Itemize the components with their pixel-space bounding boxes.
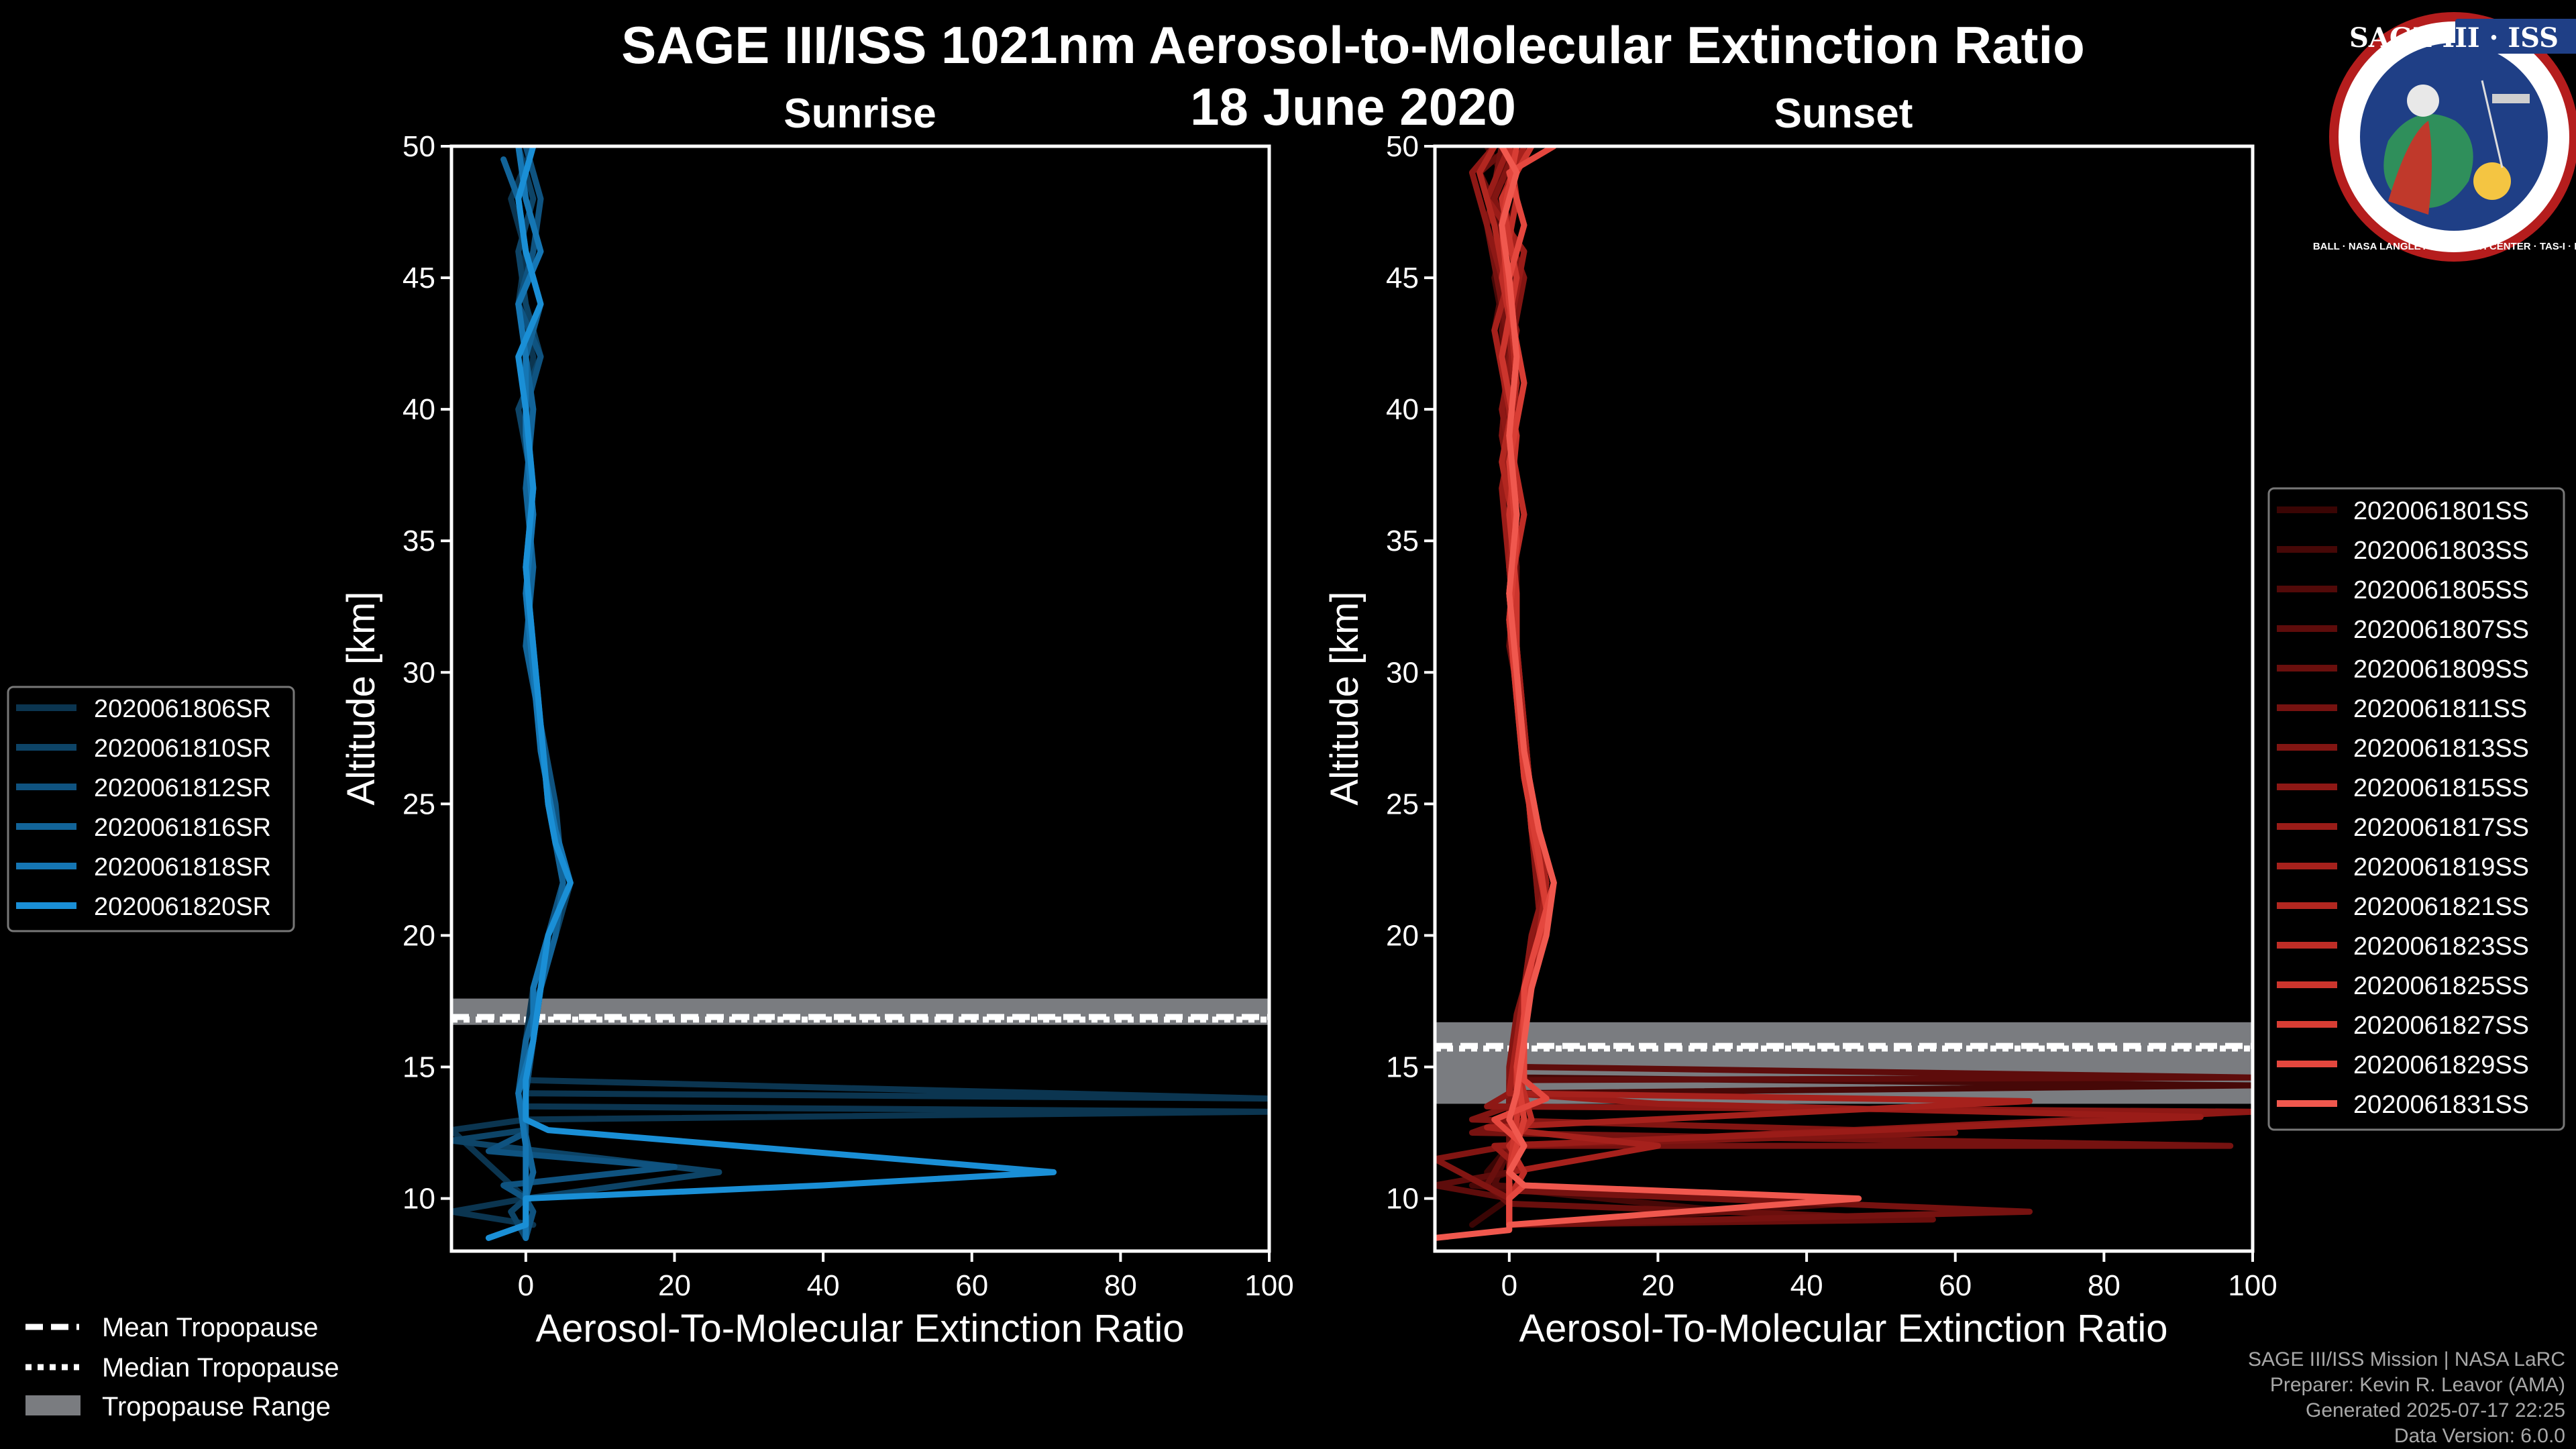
series-line-2020061820SR bbox=[485, 146, 1057, 1241]
sunrise-y-tick-label: 35 bbox=[402, 525, 435, 557]
footer-credits: SAGE III/ISS Mission | NASA LaRC Prepare… bbox=[2248, 1348, 2565, 1447]
sunset-legend-box bbox=[2267, 487, 2565, 1131]
legend-label-2020061803SS: 2020061803SS bbox=[2353, 537, 2529, 565]
median-tropopause-label: Median Tropopause bbox=[102, 1353, 339, 1383]
sunset-series-lines bbox=[1435, 146, 2253, 1241]
legend-label-2020061827SS: 2020061827SS bbox=[2353, 1012, 2529, 1040]
sunrise-panel-title: Sunrise bbox=[784, 91, 936, 137]
sunrise-tropopause-layer bbox=[451, 998, 1269, 1025]
legend-label-2020061810SR: 2020061810SR bbox=[94, 735, 271, 763]
legend-label-2020061831SS: 2020061831SS bbox=[2353, 1091, 2529, 1119]
legend-label-2020061801SS: 2020061801SS bbox=[2353, 497, 2529, 525]
sunrise-x-tick-label: 0 bbox=[518, 1269, 534, 1302]
legend-label-2020061816SR: 2020061816SR bbox=[94, 814, 271, 842]
legend-label-2020061813SS: 2020061813SS bbox=[2353, 735, 2529, 763]
sunset-x-tick-label: 0 bbox=[1501, 1269, 1517, 1302]
legend-label-2020061807SS: 2020061807SS bbox=[2353, 616, 2529, 644]
sunset-x-tick-label: 60 bbox=[1939, 1269, 1972, 1302]
wizard-figure-icon bbox=[2388, 121, 2432, 215]
sunrise-y-tick-label: 10 bbox=[402, 1183, 435, 1216]
sun-icon bbox=[2473, 162, 2511, 200]
sunrise-y-axis-label: Altitude [km] bbox=[339, 591, 383, 805]
logo-title: SAGE III · ISS bbox=[2349, 22, 2559, 54]
sunrise-plot-frame bbox=[449, 144, 1271, 1253]
legend-label-2020061809SS: 2020061809SS bbox=[2353, 655, 2529, 684]
footer-data-version: Data Version: 6.0.0 bbox=[2394, 1425, 2565, 1447]
legend-label-2020061811SS: 2020061811SS bbox=[2353, 695, 2527, 723]
sunset-y-tick-label: 15 bbox=[1386, 1051, 1419, 1084]
sunrise-x-tick-label: 40 bbox=[807, 1269, 840, 1302]
sunrise-legend-box bbox=[7, 686, 295, 932]
sunset-y-tick-label: 20 bbox=[1386, 919, 1419, 952]
legend-label-2020061829SS: 2020061829SS bbox=[2353, 1051, 2529, 1079]
legend-label-2020061820SR: 2020061820SR bbox=[94, 893, 271, 921]
legend-label-2020061815SS: 2020061815SS bbox=[2353, 774, 2529, 802]
sunrise-x-tick-label: 100 bbox=[1244, 1269, 1293, 1302]
sunset-panel: 0 20 40 60 80 100 10 15 20 25 30 35 40 45 50 Aerosol-T… bbox=[1323, 130, 2277, 1350]
tropopause-legend: Mean Tropopause Median Tropopause Tropop… bbox=[25, 1313, 339, 1421]
sunrise-x-tick-label: 20 bbox=[658, 1269, 691, 1302]
sunset-y-tick-label: 35 bbox=[1386, 525, 1419, 557]
sunrise-y-tick-label: 45 bbox=[402, 262, 435, 294]
sunrise-y-tick-label: 30 bbox=[402, 656, 435, 689]
footer-generated: Generated 2025-07-17 22:25 bbox=[2306, 1399, 2565, 1421]
sunrise-panel: 0 20 40 60 80 100 10 15 20 25 30 35 40 45 50 Aerosol-T… bbox=[339, 130, 1294, 1350]
tropopause-range-swatch bbox=[25, 1395, 80, 1415]
iss-station-icon bbox=[2492, 94, 2530, 103]
sunset-y-tick-label: 45 bbox=[1386, 262, 1419, 294]
sunset-y-tick-label: 30 bbox=[1386, 656, 1419, 689]
sage-iss-mission-logo: SAGE III · ISS BALL · NASA LANGLEY RESEA… bbox=[2313, 12, 2576, 262]
sunset-x-axis-label: Aerosol-To-Molecular Extinction Ratio bbox=[1519, 1307, 2167, 1350]
sunrise-y-tick-label: 20 bbox=[402, 919, 435, 952]
tropopause-range-label: Tropopause Range bbox=[102, 1392, 331, 1421]
legend-label-2020061817SS: 2020061817SS bbox=[2353, 814, 2529, 842]
sunrise-x-tick-label: 60 bbox=[955, 1269, 988, 1302]
series-line-2020061831SS bbox=[1435, 146, 1862, 1241]
legend-label-2020061818SR: 2020061818SR bbox=[94, 853, 271, 881]
sunrise-y-tick-label: 25 bbox=[402, 788, 435, 820]
legend-label-2020061806SR: 2020061806SR bbox=[94, 695, 271, 723]
sunrise-y-tick-label: 40 bbox=[402, 393, 435, 426]
sunset-y-axis-label: Altitude [km] bbox=[1323, 591, 1366, 805]
moon-icon bbox=[2407, 85, 2439, 117]
figure-title: SAGE III/ISS 1021nm Aerosol-to-Molecular… bbox=[621, 15, 2085, 74]
sunset-x-tick-label: 20 bbox=[1642, 1269, 1674, 1302]
sunset-legend: 2020061801SS 2020061803SS 2020061805SS 2020… bbox=[2277, 497, 2529, 1119]
legend-label-2020061825SS: 2020061825SS bbox=[2353, 972, 2529, 1000]
sunset-axis-ticks: 0 20 40 60 80 100 10 15 20 25 30 35 40 45 50 bbox=[1386, 130, 2277, 1302]
footer-preparer: Preparer: Kevin R. Leavor (AMA) bbox=[2270, 1374, 2565, 1396]
figure-subtitle: 18 June 2020 bbox=[1190, 77, 1516, 136]
sunset-y-tick-label: 10 bbox=[1386, 1183, 1419, 1216]
sunset-y-tick-label: 40 bbox=[1386, 393, 1419, 426]
sunset-y-tick-label: 50 bbox=[1386, 130, 1419, 163]
sunrise-x-tick-label: 80 bbox=[1104, 1269, 1137, 1302]
sunset-x-tick-label: 80 bbox=[2088, 1269, 2121, 1302]
sunset-x-tick-label: 40 bbox=[1790, 1269, 1823, 1302]
logo-ring-text: BALL · NASA LANGLEY RESEARCH CENTER · TA… bbox=[2313, 241, 2576, 252]
legend-label-2020061819SS: 2020061819SS bbox=[2353, 853, 2529, 881]
sunset-plot-frame bbox=[1433, 144, 2255, 1253]
legend-label-2020061812SR: 2020061812SR bbox=[94, 774, 271, 802]
sunrise-x-axis-label: Aerosol-To-Molecular Extinction Ratio bbox=[535, 1307, 1184, 1350]
sunrise-series-lines bbox=[451, 146, 1269, 1241]
legend-label-2020061821SS: 2020061821SS bbox=[2353, 893, 2529, 921]
sunrise-plot-background bbox=[451, 146, 1269, 1251]
sunset-y-tick-label: 25 bbox=[1386, 788, 1419, 820]
sunset-x-tick-label: 100 bbox=[2228, 1269, 2277, 1302]
mean-tropopause-label: Mean Tropopause bbox=[102, 1313, 318, 1342]
sunrise-legend: 2020061806SR 2020061810SR 2020061812SR 2020… bbox=[16, 695, 271, 921]
sunrise-y-tick-label: 50 bbox=[402, 130, 435, 163]
footer-mission: SAGE III/ISS Mission | NASA LaRC bbox=[2248, 1348, 2565, 1371]
legend-label-2020061823SS: 2020061823SS bbox=[2353, 932, 2529, 961]
sunrise-y-tick-label: 15 bbox=[402, 1051, 435, 1084]
sunrise-axis-ticks: 0 20 40 60 80 100 10 15 20 25 30 35 40 45 50 bbox=[402, 130, 1294, 1302]
sunset-panel-title: Sunset bbox=[1774, 91, 1913, 137]
series-line-2020061827SS bbox=[1499, 146, 1550, 1228]
legend-label-2020061805SS: 2020061805SS bbox=[2353, 576, 2529, 604]
